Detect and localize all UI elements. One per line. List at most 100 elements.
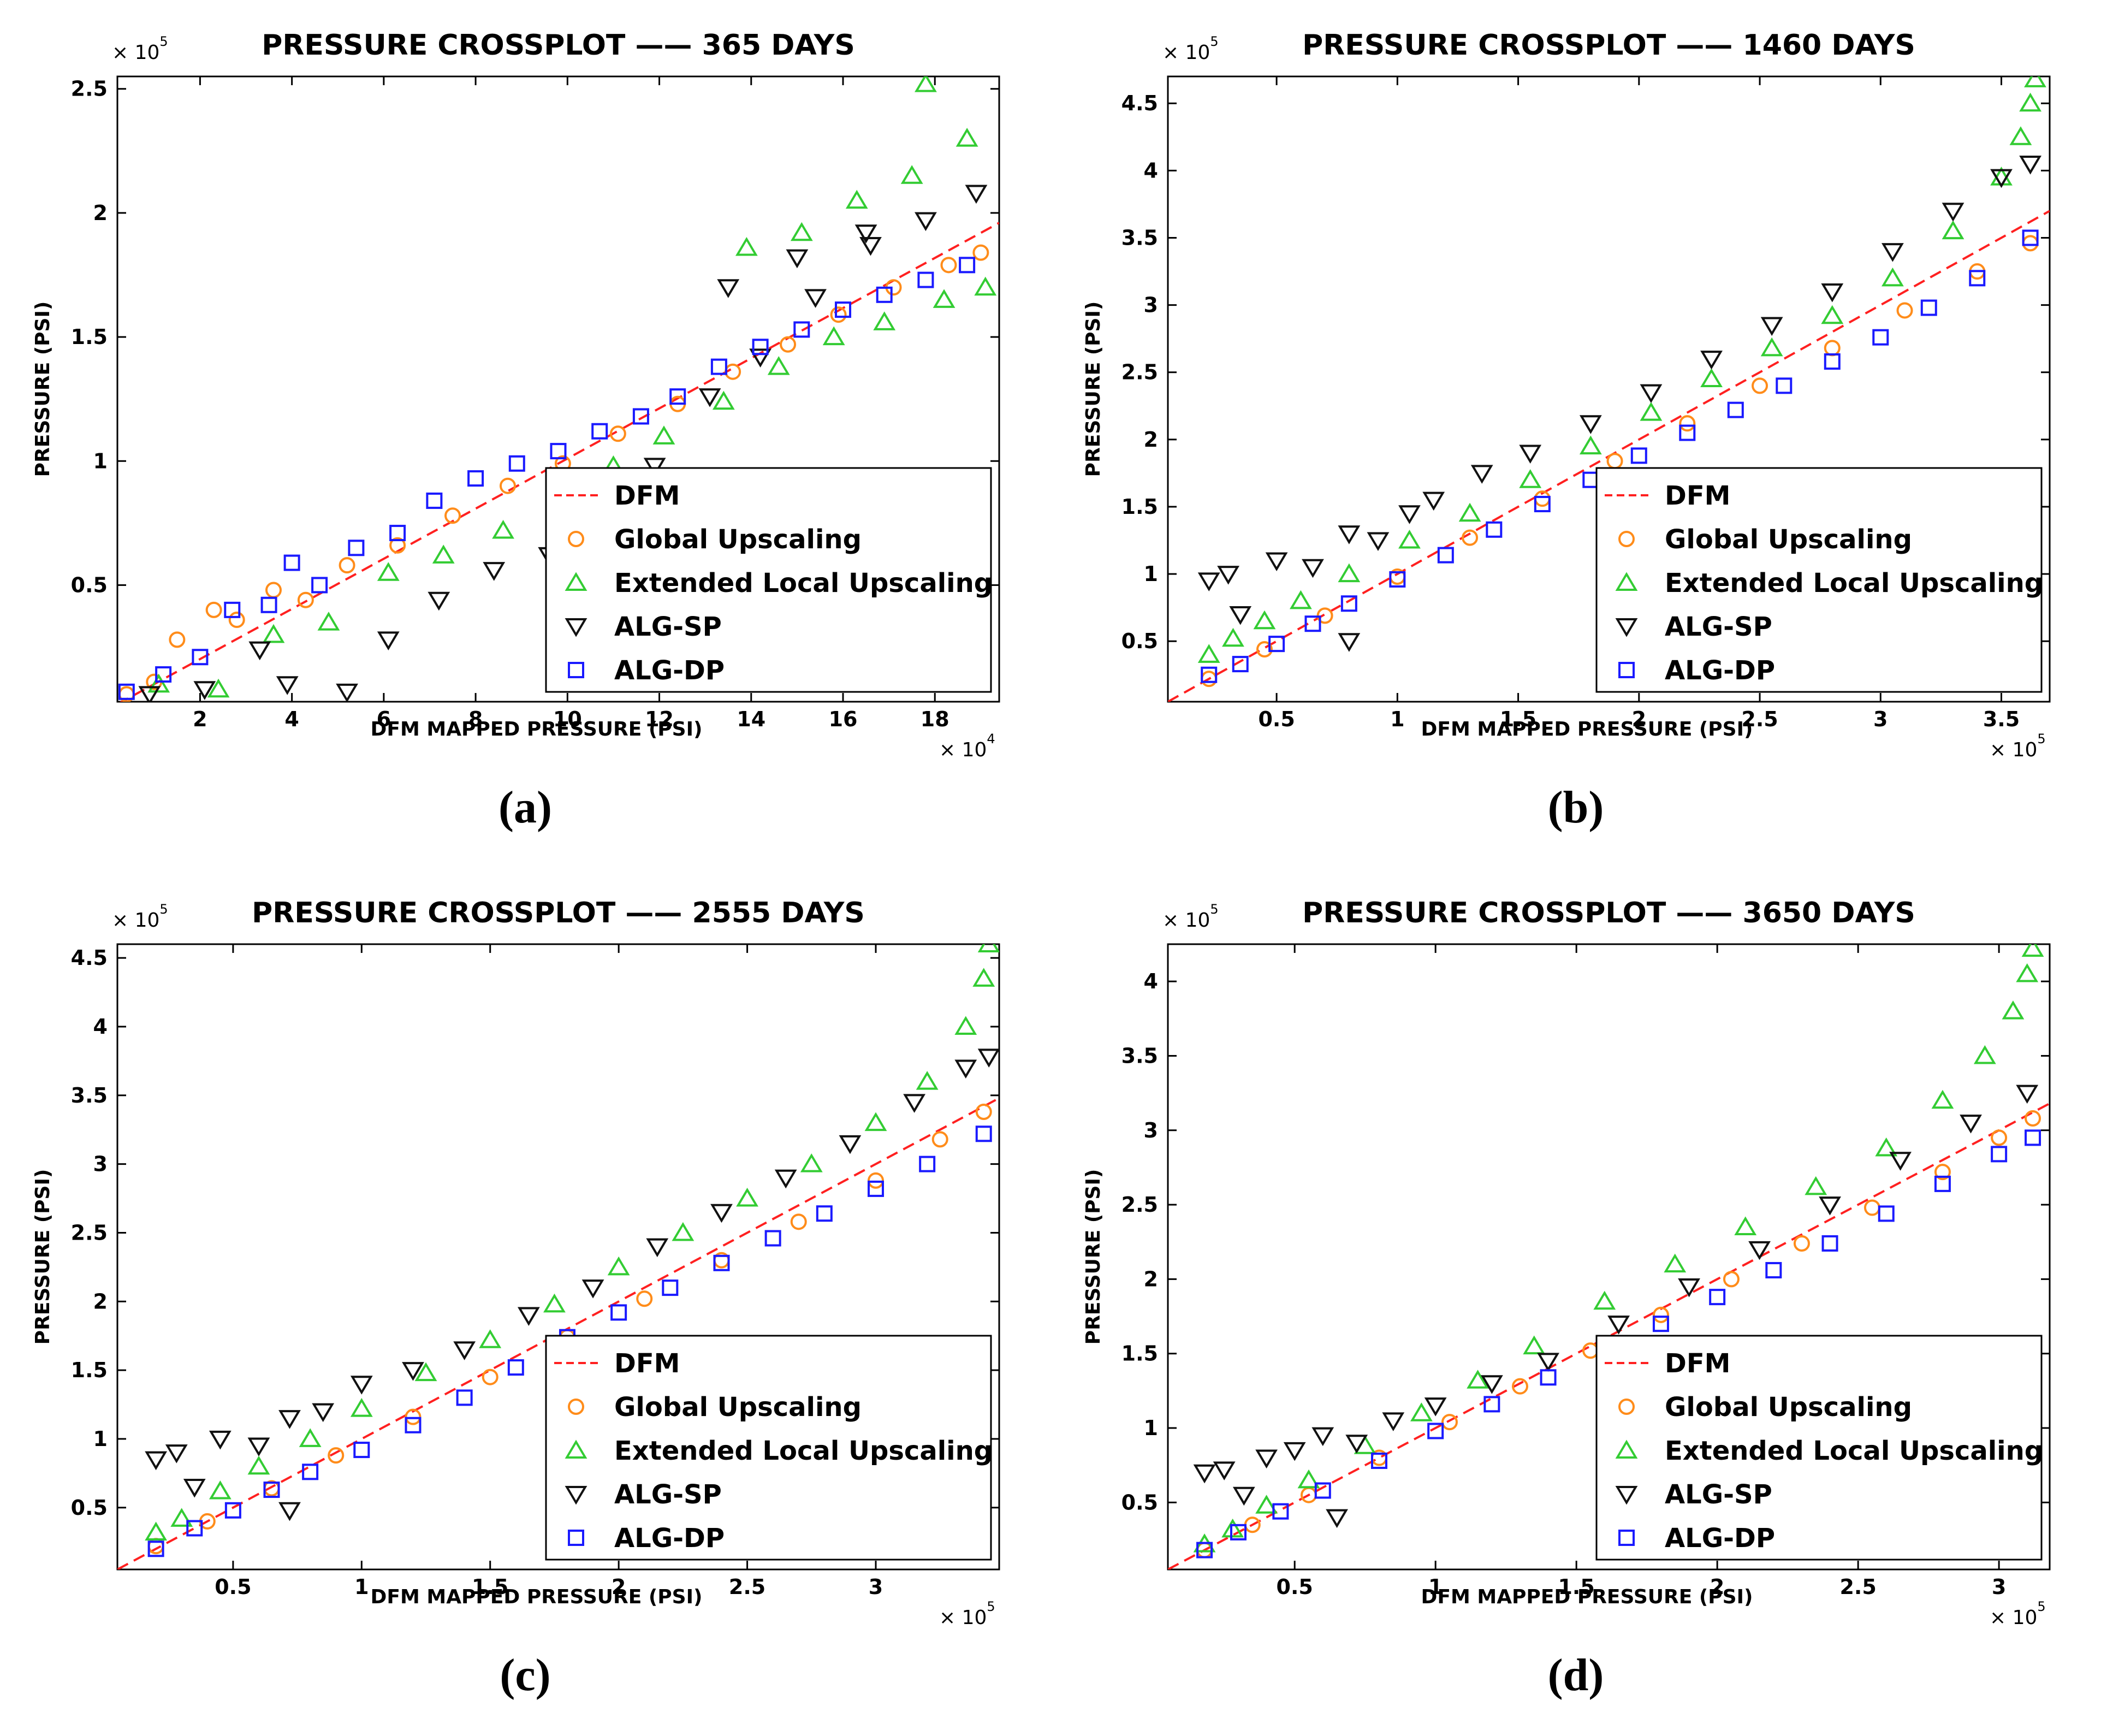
data-point-global-upscaling — [1723, 1271, 1740, 1288]
data-point-global-upscaling — [228, 612, 245, 629]
legend-marker-alg-sp — [565, 1486, 587, 1505]
data-point-global-upscaling — [265, 582, 282, 599]
x-tick-label: 2 — [1632, 707, 1646, 731]
data-point-alg-sp — [854, 224, 877, 244]
y-multiplier-base: × 10 — [1162, 42, 1210, 64]
x-tick-label: 2.5 — [729, 1575, 765, 1599]
data-point-extended-local-upscaling — [543, 1293, 566, 1313]
data-point-alg-sp — [977, 1048, 999, 1068]
data-point-alg-dp — [508, 455, 525, 472]
legend-marker-alg-dp — [568, 662, 584, 678]
legend-marker-global-upscaling — [1618, 1399, 1635, 1415]
data-point-extended-local-upscaling — [2019, 92, 2042, 112]
data-point-alg-sp — [643, 458, 666, 477]
data-point-alg-sp — [1480, 1375, 1503, 1394]
data-point-alg-dp — [1268, 636, 1285, 653]
data-point-alg-dp — [1824, 353, 1841, 370]
panel-b: PRESSURE CROSSPLOT —— 1460 DAYS × 105 0.5 1… — [1050, 0, 2101, 868]
x-tick-label: 6 — [377, 707, 391, 731]
data-point-extended-local-upscaling — [1197, 644, 1220, 663]
legend-marker-extended-local-upscaling — [565, 1439, 587, 1459]
data-point-extended-local-upscaling — [1973, 1045, 1996, 1064]
data-point-alg-sp — [1678, 1278, 1700, 1297]
y-multiplier-exponent: 5 — [159, 34, 168, 49]
data-point-alg-dp — [876, 286, 893, 303]
data-point-global-upscaling — [780, 336, 797, 353]
x-axis-multiplier: × 104 — [939, 731, 995, 761]
data-point-extended-local-upscaling — [2024, 76, 2046, 87]
legend-label: Extended Local Upscaling — [614, 568, 993, 599]
x-tick-label: 1.5 — [1558, 1575, 1594, 1599]
data-point-alg-dp — [147, 1541, 164, 1557]
data-point-alg-dp — [224, 1502, 241, 1519]
y-tick-label: 1 — [1144, 1416, 1158, 1440]
data-point-extended-local-upscaling — [299, 1428, 322, 1447]
data-point-extended-local-upscaling — [955, 128, 978, 147]
data-point-alg-dp — [1727, 401, 1744, 418]
data-point-alg-sp — [1338, 525, 1361, 544]
data-point-global-upscaling — [1441, 1414, 1458, 1431]
data-point-alg-sp — [1398, 505, 1421, 524]
panel-caption-b: (b) — [1547, 782, 1604, 833]
data-point-extended-local-upscaling — [2009, 126, 2032, 145]
y-tick-label: 2.5 — [71, 1220, 108, 1245]
data-point-extended-local-upscaling — [1338, 563, 1361, 583]
data-point-alg-sp — [1232, 1486, 1255, 1506]
y-tick-label: 2.5 — [1121, 360, 1158, 384]
data-point-alg-dp — [1709, 1289, 1726, 1306]
data-point-extended-local-upscaling — [147, 673, 170, 693]
data-point-global-upscaling — [205, 601, 222, 618]
panel-c: PRESSURE CROSSPLOT —— 2555 DAYS × 105 0.5 1… — [0, 868, 1050, 1735]
panel-caption-d: (d) — [1547, 1650, 1604, 1701]
data-point-alg-dp — [959, 257, 976, 274]
x-tick-label: 1 — [1390, 707, 1404, 731]
x-tick-label: 2 — [612, 1575, 626, 1599]
data-point-extended-local-upscaling — [2021, 944, 2044, 957]
data-point-alg-sp — [915, 212, 937, 232]
y-multiplier-base: × 10 — [1162, 909, 1210, 932]
data-point-alg-dp — [283, 554, 300, 571]
data-point-extended-local-upscaling — [1519, 469, 1542, 488]
panel-caption-a: (a) — [498, 782, 552, 833]
data-point-alg-dp — [1630, 447, 1647, 464]
data-point-alg-sp — [839, 1135, 862, 1154]
legend-marker-alg-sp — [1615, 618, 1638, 637]
data-point-alg-dp — [426, 492, 443, 509]
data-point-alg-sp — [2019, 156, 2042, 175]
data-point-alg-dp — [1872, 329, 1889, 346]
x-tick-label: 10 — [553, 707, 582, 731]
data-point-extended-local-upscaling — [1640, 402, 1663, 421]
data-point-alg-dp — [389, 525, 406, 542]
y-tick-label: 2.5 — [1121, 1193, 1158, 1217]
y-axis-label: PRESSURE (PSI) — [32, 1169, 54, 1345]
data-point-alg-sp — [1990, 169, 2013, 188]
data-point-extended-local-upscaling — [207, 678, 230, 698]
y-tick-label: 2 — [1144, 1267, 1158, 1291]
data-point-alg-sp — [350, 1376, 373, 1395]
x-multiplier-base: × 10 — [1990, 1607, 2037, 1629]
y-tick-label: 3.5 — [1121, 1044, 1158, 1068]
legend-label: ALG-SP — [1665, 612, 1772, 642]
data-point-extended-local-upscaling — [414, 1362, 437, 1382]
legend-label: Extended Local Upscaling — [614, 1436, 993, 1466]
y-tick-label: 0.5 — [1121, 629, 1158, 653]
x-axis-label: DFM MAPPED PRESSURE (PSI) — [1421, 718, 1753, 740]
data-point-extended-local-upscaling — [145, 1521, 168, 1541]
x-tick-label: 2.5 — [1741, 707, 1778, 731]
data-point-alg-sp — [402, 1362, 424, 1381]
data-point-alg-dp — [632, 408, 649, 425]
legend: DFM Global Upscaling Extended Local Upscal… — [545, 1335, 993, 1561]
legend-box — [1595, 1335, 2043, 1561]
data-point-alg-dp — [1340, 595, 1357, 612]
data-point-global-upscaling — [444, 507, 461, 524]
legend-label: DFM — [614, 1348, 680, 1379]
data-point-alg-sp — [247, 1437, 270, 1457]
x-axis-label: DFM MAPPED PRESSURE (PSI) — [1421, 1586, 1753, 1608]
data-point-extended-local-upscaling — [736, 1188, 758, 1207]
data-point-alg-sp — [1424, 1397, 1447, 1417]
data-point-alg-sp — [1255, 1449, 1278, 1469]
legend-marker-extended-local-upscaling — [1615, 1439, 1638, 1459]
data-point-global-upscaling — [2022, 235, 2039, 252]
data-point-alg-dp — [1991, 1146, 2008, 1163]
legend: DFM Global Upscaling Extended Local Upscal… — [1595, 467, 2043, 693]
